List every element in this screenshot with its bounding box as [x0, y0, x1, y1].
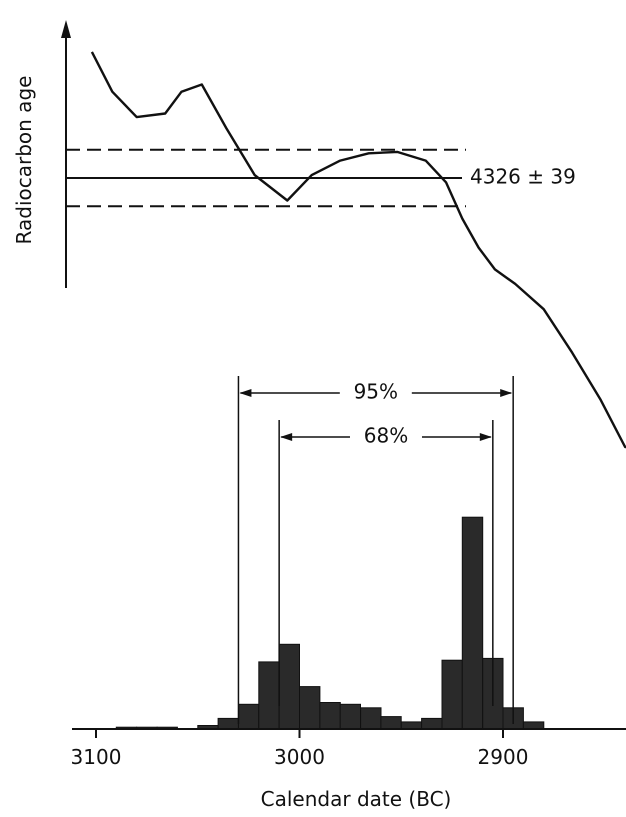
x-axis-ticks: 3100300029002800	[71, 729, 529, 769]
histogram-bar	[339, 703, 362, 730]
histogram-bar	[421, 717, 443, 730]
histogram-bar	[461, 516, 484, 730]
histogram-bar	[380, 716, 402, 730]
probability-histogram-panel: 3100300029002800 Calendar date (BC) 95%6…	[71, 376, 626, 811]
histogram-bar	[400, 721, 423, 730]
interval-label: 68%	[364, 424, 408, 448]
histogram-bar	[258, 661, 280, 730]
histogram-bar	[522, 721, 545, 730]
interval-label: 95%	[354, 380, 398, 404]
x-tick-label: 2900	[478, 745, 529, 769]
y-axis-arrowhead	[61, 20, 71, 38]
histogram-bar	[441, 659, 463, 730]
interval-arrowhead	[239, 389, 252, 397]
interval-arrowhead	[500, 389, 513, 397]
histogram-bar	[319, 702, 341, 730]
probability-intervals: 95% 68%	[237, 376, 514, 724]
histogram-bar	[299, 686, 321, 730]
x-tick-label: 3100	[71, 745, 122, 769]
histogram-bar	[238, 703, 260, 730]
measurement-label: 4326 ± 39	[470, 165, 576, 189]
interval-68pct: 68%	[278, 420, 494, 706]
calibration-panel: Radiocarbon age 4326 ± 39	[12, 20, 626, 449]
histogram-bar	[360, 707, 382, 730]
histogram-bar	[278, 643, 301, 730]
y-axis-label: Radiocarbon age	[12, 76, 36, 245]
interval-arrowhead	[280, 433, 293, 441]
histogram-bars	[115, 516, 545, 730]
x-axis-label: Calendar date (BC)	[261, 787, 452, 811]
calibration-curve	[90, 51, 626, 449]
interval-arrowhead	[479, 433, 492, 441]
histogram-bar	[217, 717, 239, 730]
x-tick-label: 3000	[274, 745, 325, 769]
interval-95pct: 95%	[237, 376, 514, 724]
